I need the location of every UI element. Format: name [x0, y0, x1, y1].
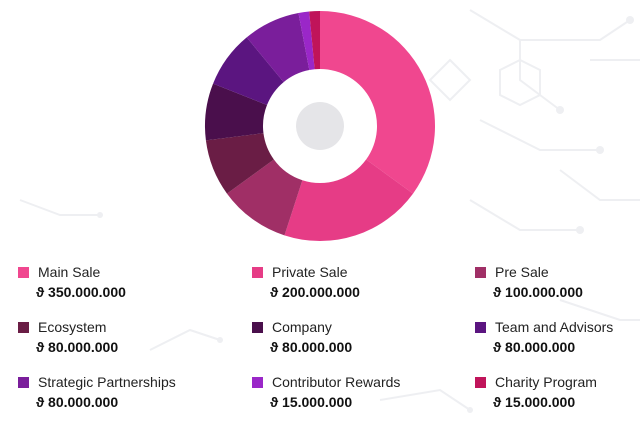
legend-label: Pre Sale — [495, 264, 549, 280]
legend-swatch — [252, 377, 263, 388]
legend-item-private-sale: Private Sale ϑ 200.000.000 — [252, 264, 452, 304]
donut-slice-ecosystem — [205, 133, 274, 194]
legend-amount: ϑ 80.000.000 — [270, 339, 353, 355]
legend-amount: ϑ 15.000.000 — [493, 394, 576, 410]
legend-item-strategic-partnerships: Strategic Partnerships ϑ 80.000.000 — [18, 374, 218, 414]
legend-amount: ϑ 200.000.000 — [270, 284, 360, 300]
legend-swatch — [475, 267, 486, 278]
legend-swatch — [18, 322, 29, 333]
legend-item-charity-program: Charity Program ϑ 15.000.000 — [475, 374, 640, 414]
donut-slice-charity-program — [309, 11, 320, 70]
legend-label: Company — [272, 319, 332, 335]
legend-amount: ϑ 350.000.000 — [36, 284, 126, 300]
legend-label: Contributor Rewards — [272, 374, 401, 390]
legend-swatch — [252, 322, 263, 333]
donut-chart — [205, 11, 435, 242]
legend-swatch — [18, 267, 29, 278]
legend-swatch — [475, 377, 486, 388]
legend-label: Main Sale — [38, 264, 101, 280]
legend-item-team-and-advisors: Team and Advisors ϑ 80.000.000 — [475, 319, 640, 359]
legend-item-main-sale: Main Sale ϑ 350.000.000 — [18, 264, 218, 304]
legend-amount: ϑ 80.000.000 — [493, 339, 576, 355]
legend-item-contributor-rewards: Contributor Rewards ϑ 15.000.000 — [252, 374, 452, 414]
legend-amount: ϑ 100.000.000 — [493, 284, 583, 300]
legend-label: Strategic Partnerships — [38, 374, 176, 390]
donut-slices — [205, 11, 435, 242]
legend-label: Team and Advisors — [495, 319, 614, 335]
donut-slice-contributor-rewards — [298, 11, 315, 71]
legend-label: Ecosystem — [38, 319, 107, 335]
legend-label: Charity Program — [495, 374, 597, 390]
legend-label: Private Sale — [272, 264, 348, 280]
legend-item-company: Company ϑ 80.000.000 — [252, 319, 452, 359]
donut-slice-team-and-advisors — [213, 37, 284, 106]
donut-slice-company — [205, 83, 268, 141]
donut-slice-strategic-partnerships — [246, 13, 310, 83]
donut-slice-private-sale — [284, 159, 414, 242]
legend-amount: ϑ 15.000.000 — [270, 394, 353, 410]
legend-swatch — [18, 377, 29, 388]
legend-swatch — [252, 267, 263, 278]
donut-center-disc — [296, 102, 344, 150]
legend-amount: ϑ 80.000.000 — [36, 394, 119, 410]
legend-amount: ϑ 80.000.000 — [36, 339, 119, 355]
legend-item-ecosystem: Ecosystem ϑ 80.000.000 — [18, 319, 218, 359]
legend-swatch — [475, 322, 486, 333]
donut-slice-main-sale — [320, 11, 435, 194]
legend-item-pre-sale: Pre Sale ϑ 100.000.000 — [475, 264, 640, 304]
donut-slice-pre-sale — [226, 159, 303, 236]
